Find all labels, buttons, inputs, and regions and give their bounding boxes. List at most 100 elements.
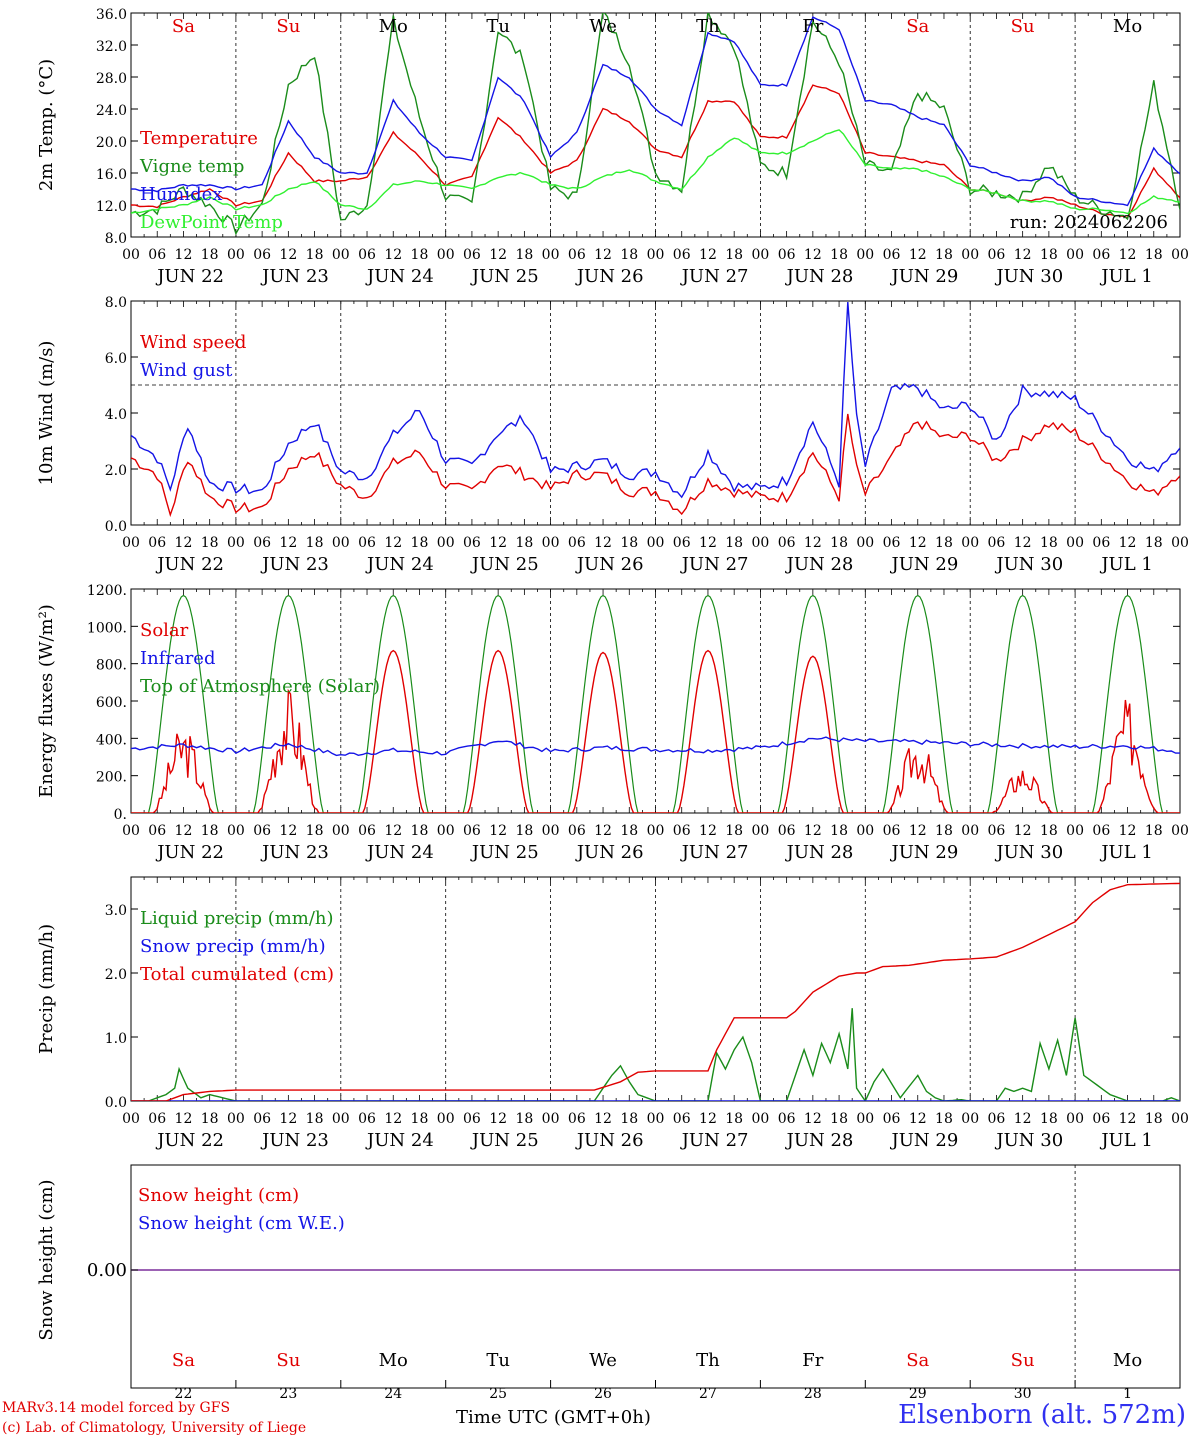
temperature-hour-label: 18 (1145, 247, 1163, 263)
precip-date-label: JUL 1 (1099, 1130, 1153, 1151)
temperature-hour-label: 06 (1092, 247, 1110, 263)
legend-humidex: Humidex (140, 184, 222, 205)
snow-day-number: 22 (175, 1386, 193, 1402)
wind-hour-label: 06 (778, 535, 796, 551)
energy-hour-label: 00 (122, 823, 140, 839)
energy-date-label: JUL 1 (1099, 842, 1153, 863)
energy-date-label: JUN 26 (575, 842, 644, 863)
precip-hour-label: 00 (1171, 1111, 1189, 1127)
precip-hour-label: 12 (594, 1111, 612, 1127)
precip-hour-label: 00 (1066, 1111, 1084, 1127)
snow-day-number: 27 (699, 1386, 717, 1402)
temperature-hour-label: 18 (1040, 247, 1058, 263)
energy-hour-label: 18 (725, 823, 743, 839)
snow-weekday-label: Mo (1113, 1350, 1142, 1371)
wind-hour-label: 12 (175, 535, 193, 551)
weekday-label: Sa (906, 16, 929, 37)
wind-hour-label: 06 (148, 535, 166, 551)
energy-hour-label: 18 (620, 823, 638, 839)
time-axis-label: Time UTC (GMT+0h) (456, 1407, 651, 1428)
temperature-hour-label: 18 (515, 247, 533, 263)
precip-hour-label: 06 (463, 1111, 481, 1127)
energy-hour-label: 12 (489, 823, 507, 839)
energy-y-tick-label: 200. (96, 770, 127, 786)
wind-date-label: JUN 23 (260, 554, 329, 575)
precip-hour-label: 12 (384, 1111, 402, 1127)
precip-hour-label: 00 (437, 1111, 455, 1127)
snow-y-axis-label: Snow height (cm) (36, 1179, 57, 1340)
temperature-date-label: JUN 23 (260, 266, 329, 287)
energy-hour-label: 00 (1066, 823, 1084, 839)
wind-hour-label: 12 (909, 535, 927, 551)
snow-day-number: 23 (279, 1386, 297, 1402)
wind-date-label: JUN 26 (575, 554, 644, 575)
precip-hour-label: 18 (306, 1111, 324, 1127)
temperature-date-label: JUN 26 (575, 266, 644, 287)
wind-hour-label: 18 (1040, 535, 1058, 551)
temperature-date-label: JUN 27 (680, 266, 749, 287)
energy-hour-label: 00 (751, 823, 769, 839)
wind-series-wind-speed (131, 413, 1180, 518)
temperature-hour-label: 00 (122, 247, 140, 263)
energy-y-tick-label: 0. (114, 807, 127, 823)
wind-hour-label: 06 (253, 535, 271, 551)
wind-hour-label: 18 (725, 535, 743, 551)
energy-hour-label: 12 (175, 823, 193, 839)
energy-date-label: JUN 23 (260, 842, 329, 863)
weekday-label: Tu (486, 16, 510, 37)
energy-hour-label: 18 (411, 823, 429, 839)
wind-hour-label: 00 (961, 535, 979, 551)
precip-hour-label: 00 (856, 1111, 874, 1127)
temperature-hour-label: 00 (542, 247, 560, 263)
energy-y-tick-label: 600. (96, 695, 127, 711)
temperature-y-tick-label: 20.0 (96, 135, 127, 151)
temperature-date-label: JUN 29 (890, 266, 959, 287)
snow-weekday-label: Sa (172, 1350, 195, 1371)
legend-vigne-temp: Vigne temp (139, 156, 244, 177)
temperature-hour-label: 00 (1066, 247, 1084, 263)
snow-weekday-label: Mo (379, 1350, 408, 1371)
precip-date-label: JUN 26 (575, 1130, 644, 1151)
temperature-y-tick-label: 32.0 (96, 39, 127, 55)
temperature-date-label: JUN 30 (994, 266, 1063, 287)
temp-series-vigne-temp (131, 13, 1180, 236)
energy-hour-label: 00 (437, 823, 455, 839)
temperature-hour-label: 00 (437, 247, 455, 263)
precip-hour-label: 06 (148, 1111, 166, 1127)
wind-hour-label: 00 (227, 535, 245, 551)
temperature-hour-label: 12 (699, 247, 717, 263)
snow-day-number: 29 (909, 1386, 927, 1402)
snow-weekday-label: We (589, 1350, 617, 1371)
precip-hour-label: 18 (1145, 1111, 1163, 1127)
energy-hour-label: 06 (253, 823, 271, 839)
temperature-hour-label: 06 (148, 247, 166, 263)
energy-hour-label: 18 (830, 823, 848, 839)
temperature-y-tick-label: 12.0 (96, 199, 127, 215)
wind-series-wind-gust (131, 301, 1180, 499)
temperature-hour-label: 00 (332, 247, 350, 263)
energy-hour-label: 18 (515, 823, 533, 839)
precip-hour-label: 06 (568, 1111, 586, 1127)
energy-hour-label: 00 (856, 823, 874, 839)
temperature-hour-label: 00 (227, 247, 245, 263)
precip-hour-label: 06 (1092, 1111, 1110, 1127)
temperature-hour-label: 06 (673, 247, 691, 263)
temperature-hour-label: 00 (856, 247, 874, 263)
temperature-hour-label: 12 (594, 247, 612, 263)
precip-hour-label: 18 (935, 1111, 953, 1127)
legend-top-of-atmosphere-solar-: Top of Atmosphere (Solar) (140, 676, 380, 697)
energy-hour-label: 06 (568, 823, 586, 839)
weekday-label: Fr (802, 16, 823, 37)
legend-total-cumulated-cm-: Total cumulated (cm) (140, 964, 334, 985)
energy-y-tick-label: 1000. (87, 620, 127, 636)
precip-hour-label: 06 (778, 1111, 796, 1127)
energy-hour-label: 12 (384, 823, 402, 839)
wind-hour-label: 12 (279, 535, 297, 551)
precip-date-label: JUN 24 (365, 1130, 434, 1151)
energy-hour-label: 12 (909, 823, 927, 839)
temperature-hour-label: 18 (411, 247, 429, 263)
energy-hour-label: 18 (1040, 823, 1058, 839)
wind-y-tick-label: 2.0 (105, 463, 127, 479)
snow-day-number: 1 (1123, 1386, 1132, 1402)
run-annotation: run: 2024062206 (1010, 212, 1168, 233)
